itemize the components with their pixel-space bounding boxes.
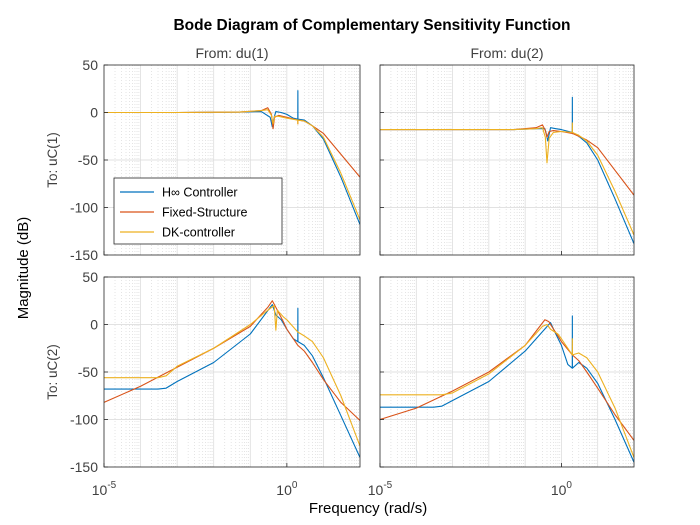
chart-title: Bode Diagram of Complementary Sensitivit… — [173, 17, 570, 34]
y-tick-label: -50 — [78, 152, 98, 168]
y-tick-label: 0 — [90, 317, 98, 333]
y-tick-label: -100 — [70, 412, 98, 428]
from-label: From: du(1) — [195, 45, 268, 61]
y-tick-label: -150 — [70, 459, 98, 475]
panel-lines — [380, 96, 634, 244]
to-label: To: uC(2) — [45, 344, 60, 400]
x-tick-label: 100 — [276, 480, 298, 498]
y-tick-label: 50 — [82, 269, 98, 285]
series-line-3 — [380, 323, 634, 458]
series-line-3 — [104, 109, 360, 221]
from-label: From: du(2) — [470, 45, 543, 61]
series-line-3 — [380, 122, 634, 236]
y-tick-label: -100 — [70, 200, 98, 216]
legend-entry-2: Fixed-Structure — [162, 206, 247, 220]
legend: H∞ Controller Fixed-Structure DK-controlle… — [113, 177, 283, 245]
legend-box — [113, 177, 283, 245]
series-line-3 — [104, 304, 360, 447]
panel-2-1: 50 0 -50 -100 -150 10-5 100 To: uC(2) — [45, 269, 361, 498]
to-label: To: uC(1) — [45, 132, 60, 188]
x-tick-label: 10-5 — [368, 480, 393, 498]
panel-1-2: From: du(2) — [379, 45, 635, 256]
series-line-2 — [380, 319, 634, 441]
x-tick-label: 10-5 — [92, 480, 117, 498]
y-axis-label: Magnitude (dB) — [15, 217, 32, 320]
panel-2-2: 10-5 100 — [368, 276, 635, 498]
x-tick-label: 100 — [551, 480, 573, 498]
legend-entry-3: DK-controller — [162, 226, 235, 240]
legend-entry-1: H∞ Controller — [162, 186, 238, 200]
panel-lines — [104, 300, 360, 458]
x-axis-label: Frequency (rad/s) — [309, 500, 427, 517]
y-tick-label: 50 — [82, 57, 98, 73]
panel-lines — [380, 315, 634, 463]
y-tick-label: -50 — [78, 364, 98, 380]
panels-layer: 50 0 -50 -100 -150 From: du(1) To: uC(1) From: … — [45, 45, 635, 498]
series-line-1 — [380, 315, 634, 463]
y-tick-label: -150 — [70, 247, 98, 263]
y-tick-label: 0 — [90, 105, 98, 121]
panel-lines — [104, 90, 360, 225]
